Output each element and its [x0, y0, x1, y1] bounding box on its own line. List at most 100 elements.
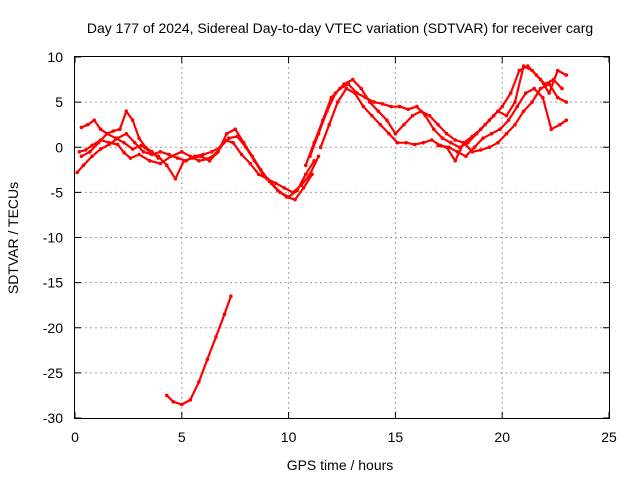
data-point — [201, 152, 205, 157]
data-point — [209, 150, 214, 154]
y-tick-labels: -30 -25 -20 -15 -10 -5 0 5 10 — [43, 49, 63, 426]
data-point — [427, 113, 432, 118]
data-point — [207, 159, 212, 163]
y-tick-label: -5 — [51, 184, 64, 200]
plot-frame — [74, 56, 610, 419]
data-point — [124, 109, 129, 113]
data-point — [376, 109, 381, 113]
data-point — [325, 109, 329, 113]
data-point — [353, 91, 357, 95]
y-tick-label: 10 — [47, 49, 63, 65]
data-point — [449, 140, 453, 145]
x-tick-label: 5 — [178, 429, 186, 445]
data-point — [470, 150, 475, 154]
data-point — [165, 393, 169, 398]
data-point — [115, 136, 120, 140]
data-point — [370, 113, 374, 118]
data-point — [500, 104, 505, 109]
y-tick-label: -10 — [43, 230, 63, 246]
data-point — [504, 131, 509, 136]
data-point — [564, 100, 569, 104]
data-point — [96, 140, 101, 145]
data-point — [218, 145, 222, 150]
data-point — [282, 186, 287, 190]
data-point — [171, 400, 176, 404]
data-point — [308, 154, 312, 159]
data-point — [335, 100, 340, 104]
data-point — [359, 86, 364, 91]
data-point — [395, 140, 400, 145]
data-point — [453, 159, 458, 163]
data-point — [111, 129, 116, 133]
data-point — [506, 118, 511, 122]
data-point — [530, 100, 534, 104]
y-tick-label: 0 — [55, 139, 63, 155]
data-point — [310, 172, 314, 177]
data-point — [436, 143, 440, 148]
data-point — [560, 86, 564, 91]
data-point — [523, 91, 528, 95]
data-point — [380, 102, 385, 106]
data-point — [318, 145, 323, 150]
data-point — [197, 159, 201, 163]
data-point — [504, 113, 509, 118]
data-point — [244, 145, 248, 150]
data-point — [466, 140, 470, 145]
data-point — [513, 122, 517, 127]
data-point — [368, 100, 372, 104]
data-point — [521, 109, 526, 113]
data-point — [361, 104, 366, 109]
data-point — [122, 150, 126, 155]
data-point — [130, 147, 135, 151]
data-point — [150, 150, 154, 154]
data-point — [489, 131, 494, 136]
data-point — [88, 150, 92, 154]
y-tick-label: 5 — [55, 94, 63, 110]
data-point — [105, 131, 109, 136]
y-tick-label: -25 — [43, 365, 63, 381]
data-point — [197, 380, 201, 384]
data-point — [130, 118, 135, 122]
data-point — [444, 145, 449, 150]
data-point — [444, 131, 449, 136]
data-point — [278, 190, 282, 195]
data-point — [406, 107, 411, 112]
data-point — [229, 294, 233, 299]
data-point — [464, 154, 468, 159]
data-point — [165, 163, 169, 168]
data-point — [79, 125, 84, 130]
data-point — [393, 131, 398, 136]
data-point — [293, 197, 297, 202]
data-point — [79, 154, 84, 159]
y-tick-label: -20 — [43, 320, 63, 336]
data-point — [124, 131, 129, 136]
data-point — [549, 127, 554, 131]
data-point — [192, 154, 197, 159]
chart-title: Day 177 of 2024, Sidereal Day-to-day VTE… — [87, 20, 593, 36]
data-point — [429, 138, 434, 142]
data-point — [295, 188, 299, 193]
data-point — [481, 136, 485, 140]
x-tick-labels: 0 5 10 15 20 25 — [71, 429, 617, 445]
data-point — [274, 181, 278, 186]
data-point — [143, 145, 148, 150]
data-point — [175, 156, 180, 160]
data-point — [387, 131, 391, 136]
data-point — [564, 118, 569, 122]
data-point — [530, 68, 534, 73]
data-point — [98, 147, 103, 151]
data-point — [188, 398, 193, 402]
data-point — [472, 145, 477, 150]
data-point — [92, 118, 96, 122]
data-point — [148, 159, 152, 163]
data-point — [252, 159, 257, 163]
data-point — [269, 181, 274, 186]
data-point — [286, 195, 291, 199]
data-point — [327, 122, 332, 127]
data-point — [508, 91, 513, 95]
data-point — [333, 91, 338, 95]
data-point — [316, 131, 321, 136]
data-series — [75, 64, 569, 407]
data-point — [453, 138, 458, 142]
